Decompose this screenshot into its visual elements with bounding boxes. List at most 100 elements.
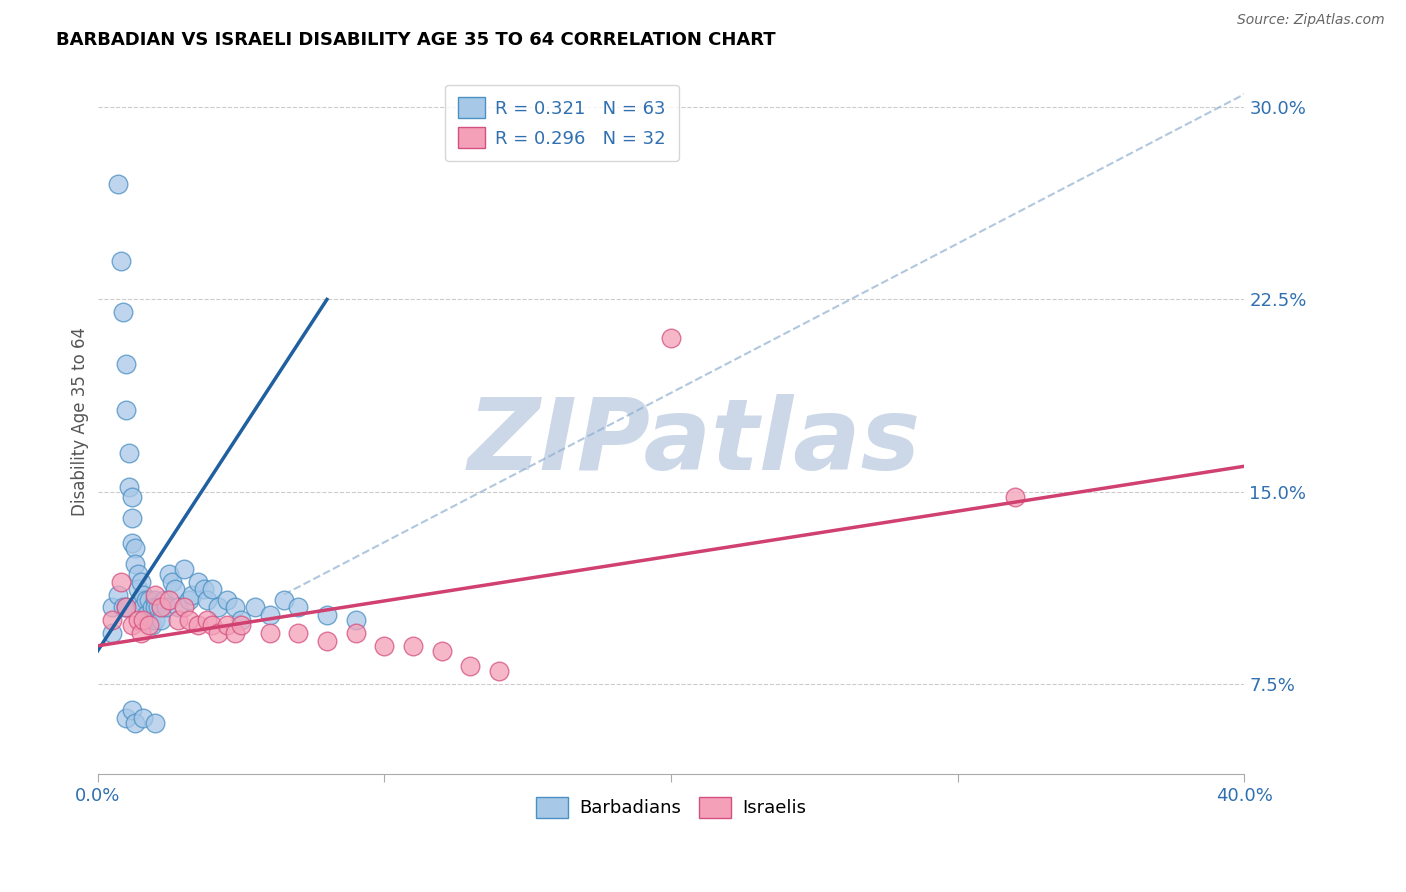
Point <box>149 613 172 627</box>
Point <box>187 618 209 632</box>
Point <box>138 618 160 632</box>
Point <box>132 587 155 601</box>
Legend: Barbadians, Israelis: Barbadians, Israelis <box>529 789 814 825</box>
Point <box>115 357 138 371</box>
Point <box>143 592 166 607</box>
Point <box>129 574 152 589</box>
Point <box>458 659 481 673</box>
Point <box>224 600 246 615</box>
Text: BARBADIAN VS ISRAELI DISABILITY AGE 35 TO 64 CORRELATION CHART: BARBADIAN VS ISRAELI DISABILITY AGE 35 T… <box>56 31 776 49</box>
Point <box>110 254 132 268</box>
Point <box>157 566 180 581</box>
Point <box>273 592 295 607</box>
Point <box>127 582 149 597</box>
Point <box>201 582 224 597</box>
Point <box>488 665 510 679</box>
Point <box>121 703 143 717</box>
Point <box>402 639 425 653</box>
Text: Source: ZipAtlas.com: Source: ZipAtlas.com <box>1237 13 1385 28</box>
Point <box>155 600 177 615</box>
Point <box>132 711 155 725</box>
Point <box>138 613 160 627</box>
Point <box>115 711 138 725</box>
Point <box>259 608 281 623</box>
Point <box>138 592 160 607</box>
Point <box>107 587 129 601</box>
Point <box>101 626 124 640</box>
Point <box>179 592 201 607</box>
Point <box>316 633 339 648</box>
Point <box>107 177 129 191</box>
Point <box>207 600 229 615</box>
Point <box>143 613 166 627</box>
Point <box>146 600 169 615</box>
Point <box>129 592 152 607</box>
Point <box>121 490 143 504</box>
Point <box>121 536 143 550</box>
Point <box>121 618 143 632</box>
Point <box>229 618 252 632</box>
Point <box>129 626 152 640</box>
Point <box>143 587 166 601</box>
Point <box>118 480 141 494</box>
Point <box>287 626 309 640</box>
Point <box>160 574 183 589</box>
Point <box>187 574 209 589</box>
Point <box>149 600 172 615</box>
Point <box>344 626 367 640</box>
Point <box>135 608 157 623</box>
Point <box>132 600 155 615</box>
Point <box>259 626 281 640</box>
Point <box>166 613 188 627</box>
Point <box>287 600 309 615</box>
Point <box>127 613 149 627</box>
Point <box>127 566 149 581</box>
Point <box>215 618 238 632</box>
Point <box>316 608 339 623</box>
Point <box>181 587 204 601</box>
Point <box>173 562 195 576</box>
Point <box>1004 490 1026 504</box>
Point <box>179 613 201 627</box>
Point <box>149 600 172 615</box>
Point <box>141 600 163 615</box>
Point <box>201 618 224 632</box>
Point <box>193 582 215 597</box>
Point <box>121 510 143 524</box>
Point <box>173 600 195 615</box>
Point <box>112 600 135 615</box>
Point <box>124 557 146 571</box>
Point <box>152 592 174 607</box>
Point <box>195 613 218 627</box>
Point <box>115 402 138 417</box>
Point <box>135 592 157 607</box>
Point <box>115 600 138 615</box>
Point <box>143 600 166 615</box>
Point <box>195 592 218 607</box>
Point <box>163 582 186 597</box>
Point <box>430 644 453 658</box>
Point <box>101 613 124 627</box>
Point <box>124 715 146 730</box>
Point <box>143 715 166 730</box>
Point <box>101 600 124 615</box>
Point <box>215 592 238 607</box>
Point <box>157 592 180 607</box>
Point <box>207 626 229 640</box>
Point <box>132 613 155 627</box>
Point <box>344 613 367 627</box>
Point <box>118 446 141 460</box>
Point <box>124 541 146 556</box>
Point <box>245 600 267 615</box>
Point <box>373 639 395 653</box>
Point <box>166 600 188 615</box>
Point <box>110 574 132 589</box>
Point <box>112 305 135 319</box>
Point <box>229 613 252 627</box>
Point <box>115 600 138 615</box>
Point <box>141 618 163 632</box>
Point <box>224 626 246 640</box>
Y-axis label: Disability Age 35 to 64: Disability Age 35 to 64 <box>72 326 89 516</box>
Point <box>659 331 682 345</box>
Text: ZIPatlas: ZIPatlas <box>467 394 921 491</box>
